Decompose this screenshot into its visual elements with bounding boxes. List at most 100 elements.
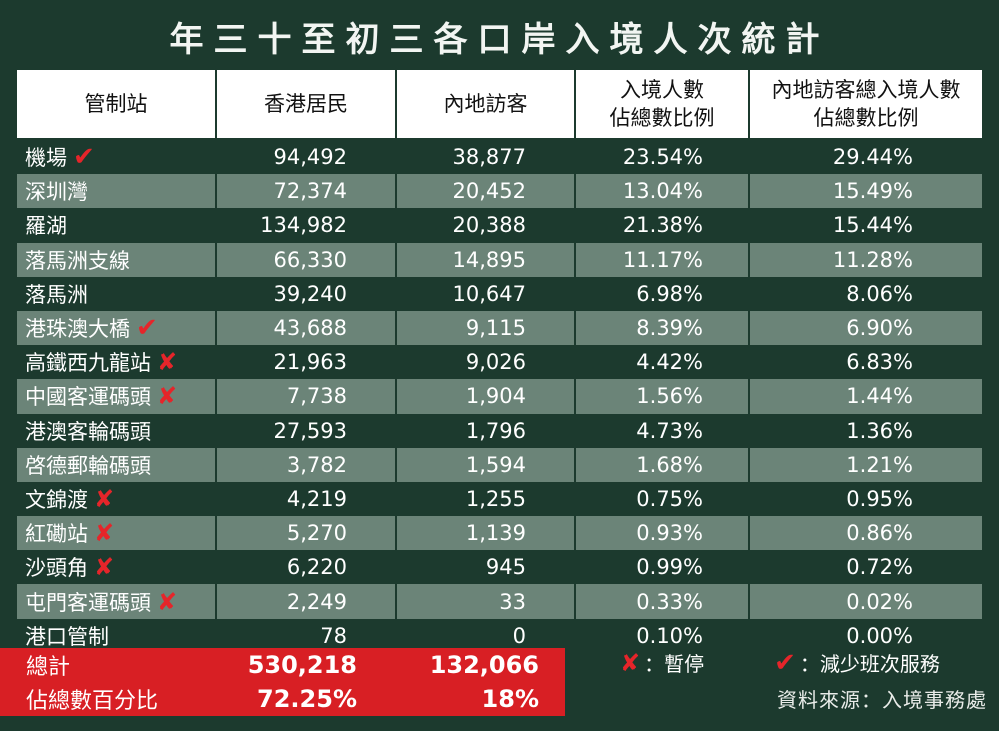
share-mainland: 18%: [481, 685, 539, 713]
mainland-share-value: 15.44%: [832, 213, 913, 238]
mainland-visitors-value: 10,647: [397, 276, 576, 311]
hk-residents-value: 7,738: [217, 379, 397, 414]
checkpoint-label: 紅磡站: [25, 522, 88, 547]
arrival-share-value: 1.56%: [576, 379, 750, 414]
legend: ✘ ：暫停 ✔ ：減少班次服務: [620, 648, 940, 677]
header-hk-residents: 香港居民: [217, 70, 397, 138]
checkpoint-label: 落馬洲: [25, 282, 88, 307]
hk-residents-value: 6,220: [217, 550, 397, 585]
hk-residents-value: 21,963: [217, 345, 397, 380]
checkpoint-name: 中國客運碼頭 ✘: [17, 379, 217, 414]
table-row: 屯門客運碼頭 ✘ 2,249 33 0.33% 0.02%: [17, 584, 982, 619]
table-row: 紅磡站 ✘ 5,270 1,139 0.93% 0.86%: [17, 516, 982, 551]
hk-residents-value: 78: [217, 618, 397, 653]
arrival-share-value: 13.04%: [576, 174, 750, 209]
hk-residents-value: 134,982: [217, 208, 397, 243]
checkpoint-label: 文錦渡: [25, 487, 88, 512]
arrival-share-value: 4.42%: [576, 345, 750, 380]
mainland-share-value: 0.86%: [846, 521, 913, 546]
table-row: 中國客運碼頭 ✘ 7,738 1,904 1.56% 1.44%: [17, 379, 982, 414]
arrival-share-value: 11.17%: [576, 242, 750, 277]
mainland-visitors-value: 1,255: [397, 481, 576, 517]
table-body: 機場 ✔ 94,492 38,877 23.54% 29.44% 深圳灣 72,374 20,4…: [17, 140, 982, 653]
checkpoint-label: 中國客運碼頭: [25, 385, 151, 410]
hk-residents-value: 66,330: [217, 242, 397, 277]
table-row: 羅湖 134,982 20,388 21.38% 15.44%: [17, 208, 982, 243]
mainland-share-value: 15.49%: [832, 179, 913, 204]
arrival-share-value: 21.38%: [576, 208, 750, 243]
table-row: 機場 ✔ 94,492 38,877 23.54% 29.44%: [17, 140, 982, 175]
checkpoint-name: 啓德郵輪碼頭: [17, 447, 217, 482]
table-row: 文錦渡 ✘ 4,219 1,255 0.75% 0.95%: [17, 481, 982, 517]
hk-residents-value: 39,240: [217, 276, 397, 311]
mainland-visitors-value: 9,026: [397, 345, 576, 380]
mainland-visitors-value: 33: [397, 584, 576, 619]
checkpoint-name: 落馬洲: [17, 276, 217, 311]
hk-residents-value: 94,492: [217, 140, 397, 175]
table-header: 管制站 香港居民 內地訪客 入境人數 佔總數比例 內地訪客總入境人數 佔總數比例: [17, 70, 982, 138]
totals-hk: 530,218: [247, 651, 357, 679]
totals-band: 總計 530,218 132,066 佔總數百分比 72.25% 18%: [0, 648, 565, 716]
checkpoint-name: 港口管制: [17, 618, 217, 653]
hk-residents-value: 3,782: [217, 447, 397, 482]
mainland-visitors-value: 14,895: [397, 242, 576, 277]
mainland-visitors-value: 38,877: [397, 140, 576, 175]
mainland-share-value: 6.90%: [846, 316, 913, 341]
table-row: 啓德郵輪碼頭 3,782 1,594 1.68% 1.21%: [17, 447, 982, 482]
arrival-share-value: 23.54%: [576, 140, 750, 175]
totals-row: 總計 530,218 132,066: [0, 648, 565, 682]
checkpoint-label: 沙頭角: [25, 556, 88, 581]
mainland-share-value: 0.02%: [846, 589, 913, 614]
check-icon: ✔: [136, 313, 158, 344]
totals-mainland: 132,066: [429, 651, 539, 679]
page-title: 年三十至初三各口岸入境人次統計: [169, 20, 830, 60]
hk-residents-value: 43,688: [217, 310, 397, 346]
arrival-share-value: 6.98%: [576, 276, 750, 311]
checkpoint-label: 屯門客運碼頭: [25, 590, 151, 615]
legend-suspended: ：暫停: [644, 652, 705, 676]
cross-icon: ✘: [620, 648, 641, 677]
totals-label: 總計: [26, 655, 71, 680]
cross-icon: ✘: [94, 553, 115, 582]
cross-icon: ✘: [157, 587, 178, 616]
mainland-share-value: 0.95%: [846, 486, 913, 511]
mainland-visitors-value: 20,452: [397, 174, 576, 209]
share-hk: 72.25%: [257, 685, 357, 713]
checkpoint-label: 啓德郵輪碼頭: [25, 453, 151, 478]
check-icon: ✔: [73, 142, 95, 173]
header-checkpoint: 管制站: [17, 70, 217, 138]
checkpoint-name: 機場 ✔: [17, 140, 217, 175]
checkpoint-name: 深圳灣: [17, 174, 217, 209]
mainland-share-value: 1.21%: [846, 452, 913, 477]
table-row: 港澳客輪碼頭 27,593 1,796 4.73% 1.36%: [17, 413, 982, 448]
mainland-visitors-value: 945: [397, 550, 576, 585]
checkpoint-label: 機場: [25, 146, 67, 171]
mainland-visitors-value: 1,796: [397, 413, 576, 448]
share-label: 佔總數百分比: [26, 689, 159, 714]
hk-residents-value: 72,374: [217, 174, 397, 209]
checkpoint-name: 文錦渡 ✘: [17, 481, 217, 517]
mainland-share-value: 1.44%: [846, 384, 913, 409]
arrival-share-value: 4.73%: [576, 413, 750, 448]
mainland-share-value: 0.00%: [846, 623, 913, 648]
hk-residents-value: 5,270: [217, 516, 397, 551]
checkpoint-name: 羅湖: [17, 208, 217, 243]
cross-icon: ✘: [157, 382, 178, 411]
table-row: 港珠澳大橋 ✔ 43,688 9,115 8.39% 6.90%: [17, 310, 982, 346]
checkpoint-label: 港口管制: [25, 624, 109, 649]
hk-residents-value: 27,593: [217, 413, 397, 448]
arrival-share-value: 1.68%: [576, 447, 750, 482]
mainland-visitors-value: 1,139: [397, 516, 576, 551]
header-arrival-share: 入境人數 佔總數比例: [576, 70, 750, 138]
hk-residents-value: 2,249: [217, 584, 397, 619]
mainland-visitors-value: 9,115: [397, 310, 576, 346]
mainland-visitors-value: 1,594: [397, 447, 576, 482]
mainland-share-value: 6.83%: [846, 350, 913, 375]
table-row: 沙頭角 ✘ 6,220 945 0.99% 0.72%: [17, 550, 982, 585]
checkpoint-name: 港澳客輪碼頭: [17, 413, 217, 448]
arrival-share-value: 0.10%: [576, 618, 750, 653]
cross-icon: ✘: [157, 348, 178, 377]
mainland-visitors-value: 1,904: [397, 379, 576, 414]
table-row: 落馬洲 39,240 10,647 6.98% 8.06%: [17, 276, 982, 311]
checkpoint-label: 港珠澳大橋: [25, 317, 130, 342]
